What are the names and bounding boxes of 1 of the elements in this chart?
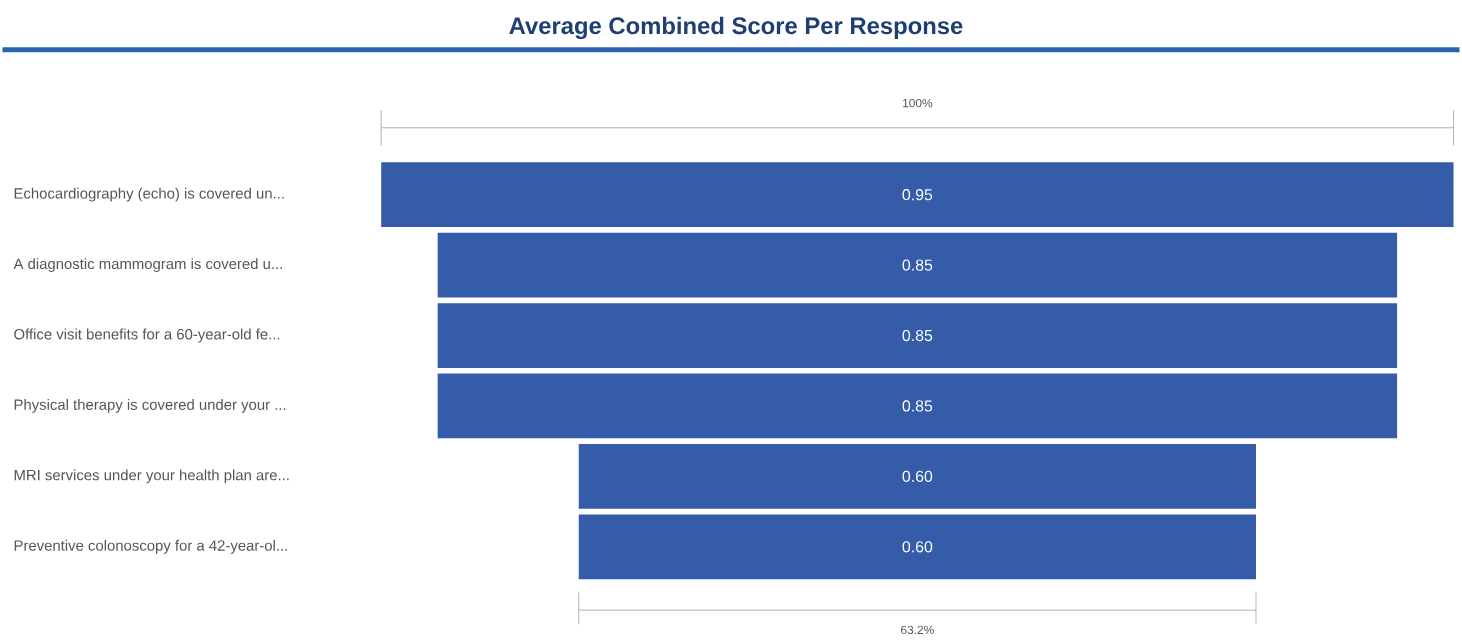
text: Average Combined Score Per Response (509, 16, 963, 39)
